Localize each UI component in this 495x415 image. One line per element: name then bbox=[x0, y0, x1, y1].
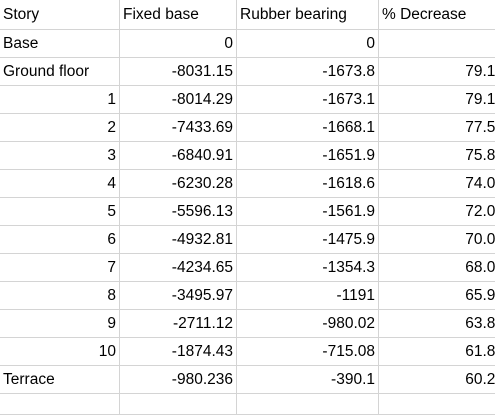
cell-story[interactable]: 4 bbox=[0, 170, 120, 198]
cell-rubber-bearing[interactable]: -1651.9 bbox=[237, 142, 379, 170]
cell-fixed-base[interactable]: -4234.65 bbox=[120, 254, 237, 282]
cell-fixed-base[interactable]: 0 bbox=[120, 30, 237, 58]
table-row: 3-6840.91-1651.975.85 bbox=[0, 142, 495, 170]
cell-percent-decrease[interactable]: 74.02 bbox=[379, 170, 495, 198]
table-row: Base000 bbox=[0, 30, 495, 58]
cell-rubber-bearing[interactable]: -1191 bbox=[237, 282, 379, 310]
table-row: Terrace-980.236-390.160.20 bbox=[0, 366, 495, 394]
cell-story[interactable]: 5 bbox=[0, 198, 120, 226]
cell-fixed-base[interactable]: -1874.43 bbox=[120, 338, 237, 366]
cell-percent-decrease[interactable]: 61.85 bbox=[379, 338, 495, 366]
header-cell-fixed-base[interactable]: Fixed base bbox=[120, 0, 237, 30]
header-cell-rubber-bearing[interactable]: Rubber bearing bbox=[237, 0, 379, 30]
cell-percent-decrease[interactable]: 63.85 bbox=[379, 310, 495, 338]
cell-percent-decrease[interactable]: 79.12 bbox=[379, 86, 495, 114]
cell-rubber-bearing[interactable]: -1673.8 bbox=[237, 58, 379, 86]
cell-story[interactable]: 10 bbox=[0, 338, 120, 366]
cell-story[interactable]: 7 bbox=[0, 254, 120, 282]
cell-percent-decrease[interactable]: 68.02 bbox=[379, 254, 495, 282]
cell-fixed-base[interactable]: -2711.12 bbox=[120, 310, 237, 338]
header-cell-percent-decrease[interactable]: % Decrease bbox=[379, 0, 495, 30]
cell-story[interactable]: 8 bbox=[0, 282, 120, 310]
cell-percent-decrease[interactable]: 77.56 bbox=[379, 114, 495, 142]
header-cell-story[interactable]: Story bbox=[0, 0, 120, 30]
cell-story[interactable]: 1 bbox=[0, 86, 120, 114]
cell-percent-decrease[interactable]: 65.93 bbox=[379, 282, 495, 310]
table-row: Ground floor-8031.15-1673.879.16 bbox=[0, 58, 495, 86]
table-row: 1-8014.29-1673.179.12 bbox=[0, 86, 495, 114]
cell-story[interactable]: 2 bbox=[0, 114, 120, 142]
table-row: 6-4932.81-1475.970.08 bbox=[0, 226, 495, 254]
cell-story[interactable]: 3 bbox=[0, 142, 120, 170]
empty-cell[interactable] bbox=[0, 394, 120, 415]
empty-row bbox=[0, 394, 495, 415]
cell-rubber-bearing[interactable]: -1354.3 bbox=[237, 254, 379, 282]
table-row: 2-7433.69-1668.177.56 bbox=[0, 114, 495, 142]
cell-rubber-bearing[interactable]: -1561.9 bbox=[237, 198, 379, 226]
empty-cell[interactable] bbox=[237, 394, 379, 415]
cell-percent-decrease[interactable]: 75.85 bbox=[379, 142, 495, 170]
cell-percent-decrease[interactable]: 60.20 bbox=[379, 366, 495, 394]
cell-story[interactable]: Ground floor bbox=[0, 58, 120, 86]
cell-rubber-bearing[interactable]: -715.08 bbox=[237, 338, 379, 366]
cell-fixed-base[interactable]: -3495.97 bbox=[120, 282, 237, 310]
cell-fixed-base[interactable]: -8031.15 bbox=[120, 58, 237, 86]
cell-rubber-bearing[interactable]: -390.1 bbox=[237, 366, 379, 394]
cell-fixed-base[interactable]: -980.236 bbox=[120, 366, 237, 394]
cell-fixed-base[interactable]: -6230.28 bbox=[120, 170, 237, 198]
cell-percent-decrease[interactable]: 79.16 bbox=[379, 58, 495, 86]
cell-story[interactable]: 9 bbox=[0, 310, 120, 338]
cell-rubber-bearing[interactable]: -1673.1 bbox=[237, 86, 379, 114]
cell-fixed-base[interactable]: -4932.81 bbox=[120, 226, 237, 254]
table-row: 5-5596.13-1561.972.09 bbox=[0, 198, 495, 226]
cell-fixed-base[interactable]: -5596.13 bbox=[120, 198, 237, 226]
cell-rubber-bearing[interactable]: 0 bbox=[237, 30, 379, 58]
cell-rubber-bearing[interactable]: -1618.6 bbox=[237, 170, 379, 198]
cell-fixed-base[interactable]: -6840.91 bbox=[120, 142, 237, 170]
cell-story[interactable]: Terrace bbox=[0, 366, 120, 394]
cell-percent-decrease[interactable]: 70.08 bbox=[379, 226, 495, 254]
cell-rubber-bearing[interactable]: -980.02 bbox=[237, 310, 379, 338]
cell-rubber-bearing[interactable]: -1475.9 bbox=[237, 226, 379, 254]
empty-cell[interactable] bbox=[379, 394, 495, 415]
header-row: Story Fixed base Rubber bearing % Decrea… bbox=[0, 0, 495, 30]
cell-fixed-base[interactable]: -8014.29 bbox=[120, 86, 237, 114]
table-row: 7-4234.65-1354.368.02 bbox=[0, 254, 495, 282]
cell-story[interactable]: Base bbox=[0, 30, 120, 58]
table-row: 4-6230.28-1618.674.02 bbox=[0, 170, 495, 198]
cell-story[interactable]: 6 bbox=[0, 226, 120, 254]
cell-rubber-bearing[interactable]: -1668.1 bbox=[237, 114, 379, 142]
empty-cell[interactable] bbox=[120, 394, 237, 415]
cell-fixed-base[interactable]: -7433.69 bbox=[120, 114, 237, 142]
cell-percent-decrease[interactable]: 0 bbox=[379, 30, 495, 58]
cell-percent-decrease[interactable]: 72.09 bbox=[379, 198, 495, 226]
